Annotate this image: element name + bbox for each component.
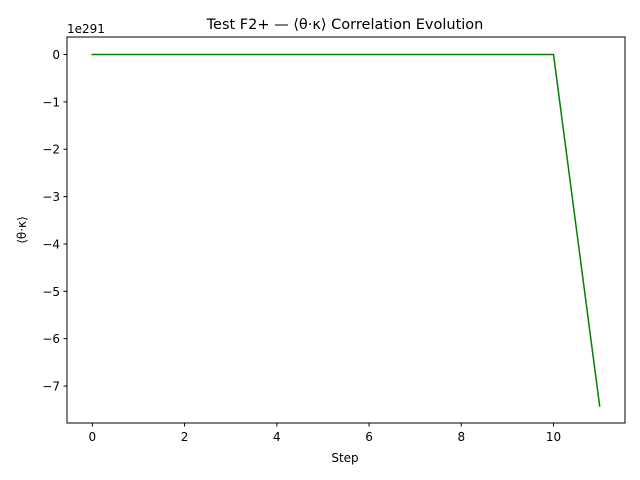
y-tick-label: −6 [42, 332, 60, 346]
y-axis-ticks: 0 −1 −2 −3 −4 −5 −6 −7 [42, 48, 67, 394]
y-tick-label: −3 [42, 190, 60, 204]
y-offset-label: 1e291 [67, 22, 105, 36]
y-tick-label: −1 [42, 95, 60, 109]
series-line [91, 53, 601, 407]
y-tick-label: −2 [42, 143, 60, 157]
x-tick-label: 4 [273, 430, 281, 444]
y-tick-label: −4 [42, 237, 60, 251]
x-axis-label: Step [331, 451, 358, 465]
plot-frame [66, 36, 626, 424]
x-tick-label: 2 [181, 430, 189, 444]
y-tick-label: −7 [42, 380, 60, 394]
x-axis-ticks: 0 2 4 6 8 10 [89, 423, 561, 444]
x-tick-label: 8 [457, 430, 465, 444]
x-tick-label: 10 [546, 430, 561, 444]
x-tick-label: 6 [365, 430, 373, 444]
x-tick-label: 0 [89, 430, 97, 444]
series-layer [91, 53, 601, 407]
chart-title: Test F2+ — ⟨θ·κ⟩ Correlation Evolution [206, 17, 484, 33]
plot-area [67, 37, 625, 423]
y-tick-label: −5 [42, 285, 60, 299]
y-axis-label: ⟨θ·κ⟩ [15, 216, 29, 244]
y-tick-label: 0 [52, 48, 60, 62]
